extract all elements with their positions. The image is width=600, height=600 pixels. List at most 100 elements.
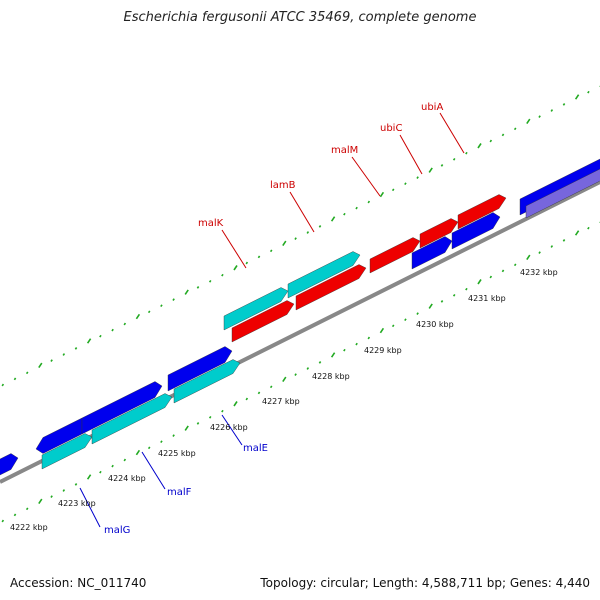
inner-tick-row: [196, 422, 200, 425]
inner-tick-row: [306, 367, 310, 370]
outer-tick-row: [1, 383, 5, 387]
inner-tick-row: [513, 263, 517, 267]
tick-label: 4224 kbp: [108, 474, 146, 483]
gene-label-ubiA: ubiA: [421, 102, 443, 113]
inner-tick-row: [50, 495, 53, 498]
outer-tick-row: [379, 191, 385, 198]
genes-layer: [0, 158, 600, 476]
outer-tick-row: [562, 103, 566, 106]
inner-tick-row: [245, 397, 249, 401]
gene-arrow: [295, 264, 367, 311]
outer-tick-row: [587, 90, 590, 94]
outer-tick-row: [416, 176, 419, 179]
outer-tick-row: [50, 359, 53, 362]
inner-tick-row: [562, 239, 566, 242]
gene-label-lamB: lamB: [270, 180, 296, 191]
outer-tick-row: [135, 313, 141, 320]
outer-tick-row: [538, 115, 541, 118]
tick-label: 4232 kbp: [520, 268, 558, 277]
tick-label: 4229 kbp: [364, 346, 402, 355]
inner-tick-row: [184, 425, 189, 431]
inner-tick-row: [160, 440, 163, 444]
outer-tick-row: [428, 167, 433, 173]
gene-arrow: [173, 359, 241, 404]
inner-tick-row: [391, 324, 395, 328]
gene-label-malM: malM: [331, 145, 358, 156]
gene-arrow: [369, 237, 421, 274]
genome-title: Escherichia fergusonii ATCC 35469, compl…: [123, 10, 477, 25]
gene-arrow: [411, 236, 453, 270]
outer-tick-row: [111, 328, 114, 332]
inner-tick-row: [282, 376, 287, 383]
outer-tick-row: [465, 151, 468, 155]
label-leader-line: [351, 156, 381, 197]
inner-tick-row: [452, 293, 456, 297]
inner-tick-row: [135, 449, 141, 456]
tick-label: 4230 kbp: [416, 320, 454, 329]
outer-tick-row: [550, 109, 554, 112]
label-leader-line: [141, 451, 166, 490]
inner-tick-row: [221, 409, 224, 413]
outer-tick-row: [574, 94, 580, 100]
inner-tick-row: [489, 275, 493, 279]
genome-summary-text: Topology: circular; Length: 4,588,711 bp…: [260, 576, 590, 590]
tick-label: 4225 kbp: [158, 449, 196, 458]
outer-tick-row: [330, 216, 336, 222]
outer-tick-row: [172, 298, 175, 301]
outer-tick-row: [343, 212, 346, 216]
gene-arrow: [525, 168, 600, 219]
inner-tick-row: [367, 336, 371, 340]
label-leaders-layer: ubiA ubiC malM lamB malK malE malF malG: [79, 102, 465, 536]
inner-tick-row: [38, 498, 43, 505]
gene-label-malE: malE: [243, 443, 268, 454]
gene-arrow: [419, 218, 459, 249]
outer-tick-row: [221, 273, 224, 277]
inner-tick-row: [74, 483, 78, 486]
outer-tick-row: [526, 118, 531, 125]
gene-arrow: [167, 346, 233, 392]
inner-tick-row: [355, 342, 358, 346]
inner-tick-row: [428, 303, 433, 309]
gene-arrow: [0, 453, 19, 476]
inner-tick-row: [330, 352, 336, 358]
accession-text: Accession: NC_011740: [10, 576, 147, 590]
outer-tick-row: [257, 255, 261, 259]
inner-tick-row: [587, 226, 590, 230]
tick-labels-layer: 4222 kbp 4223 kbp 4224 kbp 4225 kbp 4226 kbp…: [10, 268, 558, 532]
inner-tick-row: [501, 269, 505, 273]
inner-tick-row: [1, 519, 5, 523]
gene-arrow: [35, 417, 83, 454]
gene-arrow: [91, 393, 173, 445]
inner-tick-row: [111, 464, 114, 468]
outer-tick-row: [25, 371, 29, 375]
inner-tick-row: [416, 312, 419, 315]
outer-tick-row: [489, 139, 493, 143]
outer-tick-row: [452, 157, 456, 161]
outer-tick-row: [160, 304, 163, 308]
outer-tick-row: [208, 279, 212, 283]
outer-tick-row: [123, 322, 127, 326]
gene-arrow: [81, 381, 163, 435]
outer-tick-row: [74, 347, 78, 350]
inner-tick-row: [574, 230, 580, 236]
outer-tick-row: [294, 237, 297, 240]
tick-dots-layer: [1, 85, 600, 523]
outer-tick-row: [367, 200, 371, 204]
gene-arrow: [457, 194, 507, 230]
outer-tick-row: [269, 249, 273, 253]
tick-label: 4231 kbp: [468, 294, 506, 303]
outer-tick-row: [282, 240, 287, 247]
gene-arrow: [41, 433, 93, 470]
tick-label: 4222 kbp: [10, 523, 48, 532]
gene-label-malG: malG: [104, 525, 130, 536]
gene-label-ubiC: ubiC: [380, 123, 402, 134]
outer-tick-row: [184, 289, 189, 295]
inner-tick-row: [318, 361, 322, 364]
tick-label: 4228 kbp: [312, 372, 350, 381]
inner-tick-row: [538, 251, 541, 254]
gene-arrow: [451, 212, 501, 250]
inner-tick-row: [257, 391, 261, 395]
outer-tick-row: [13, 377, 17, 381]
gene-arrow: [223, 287, 289, 331]
